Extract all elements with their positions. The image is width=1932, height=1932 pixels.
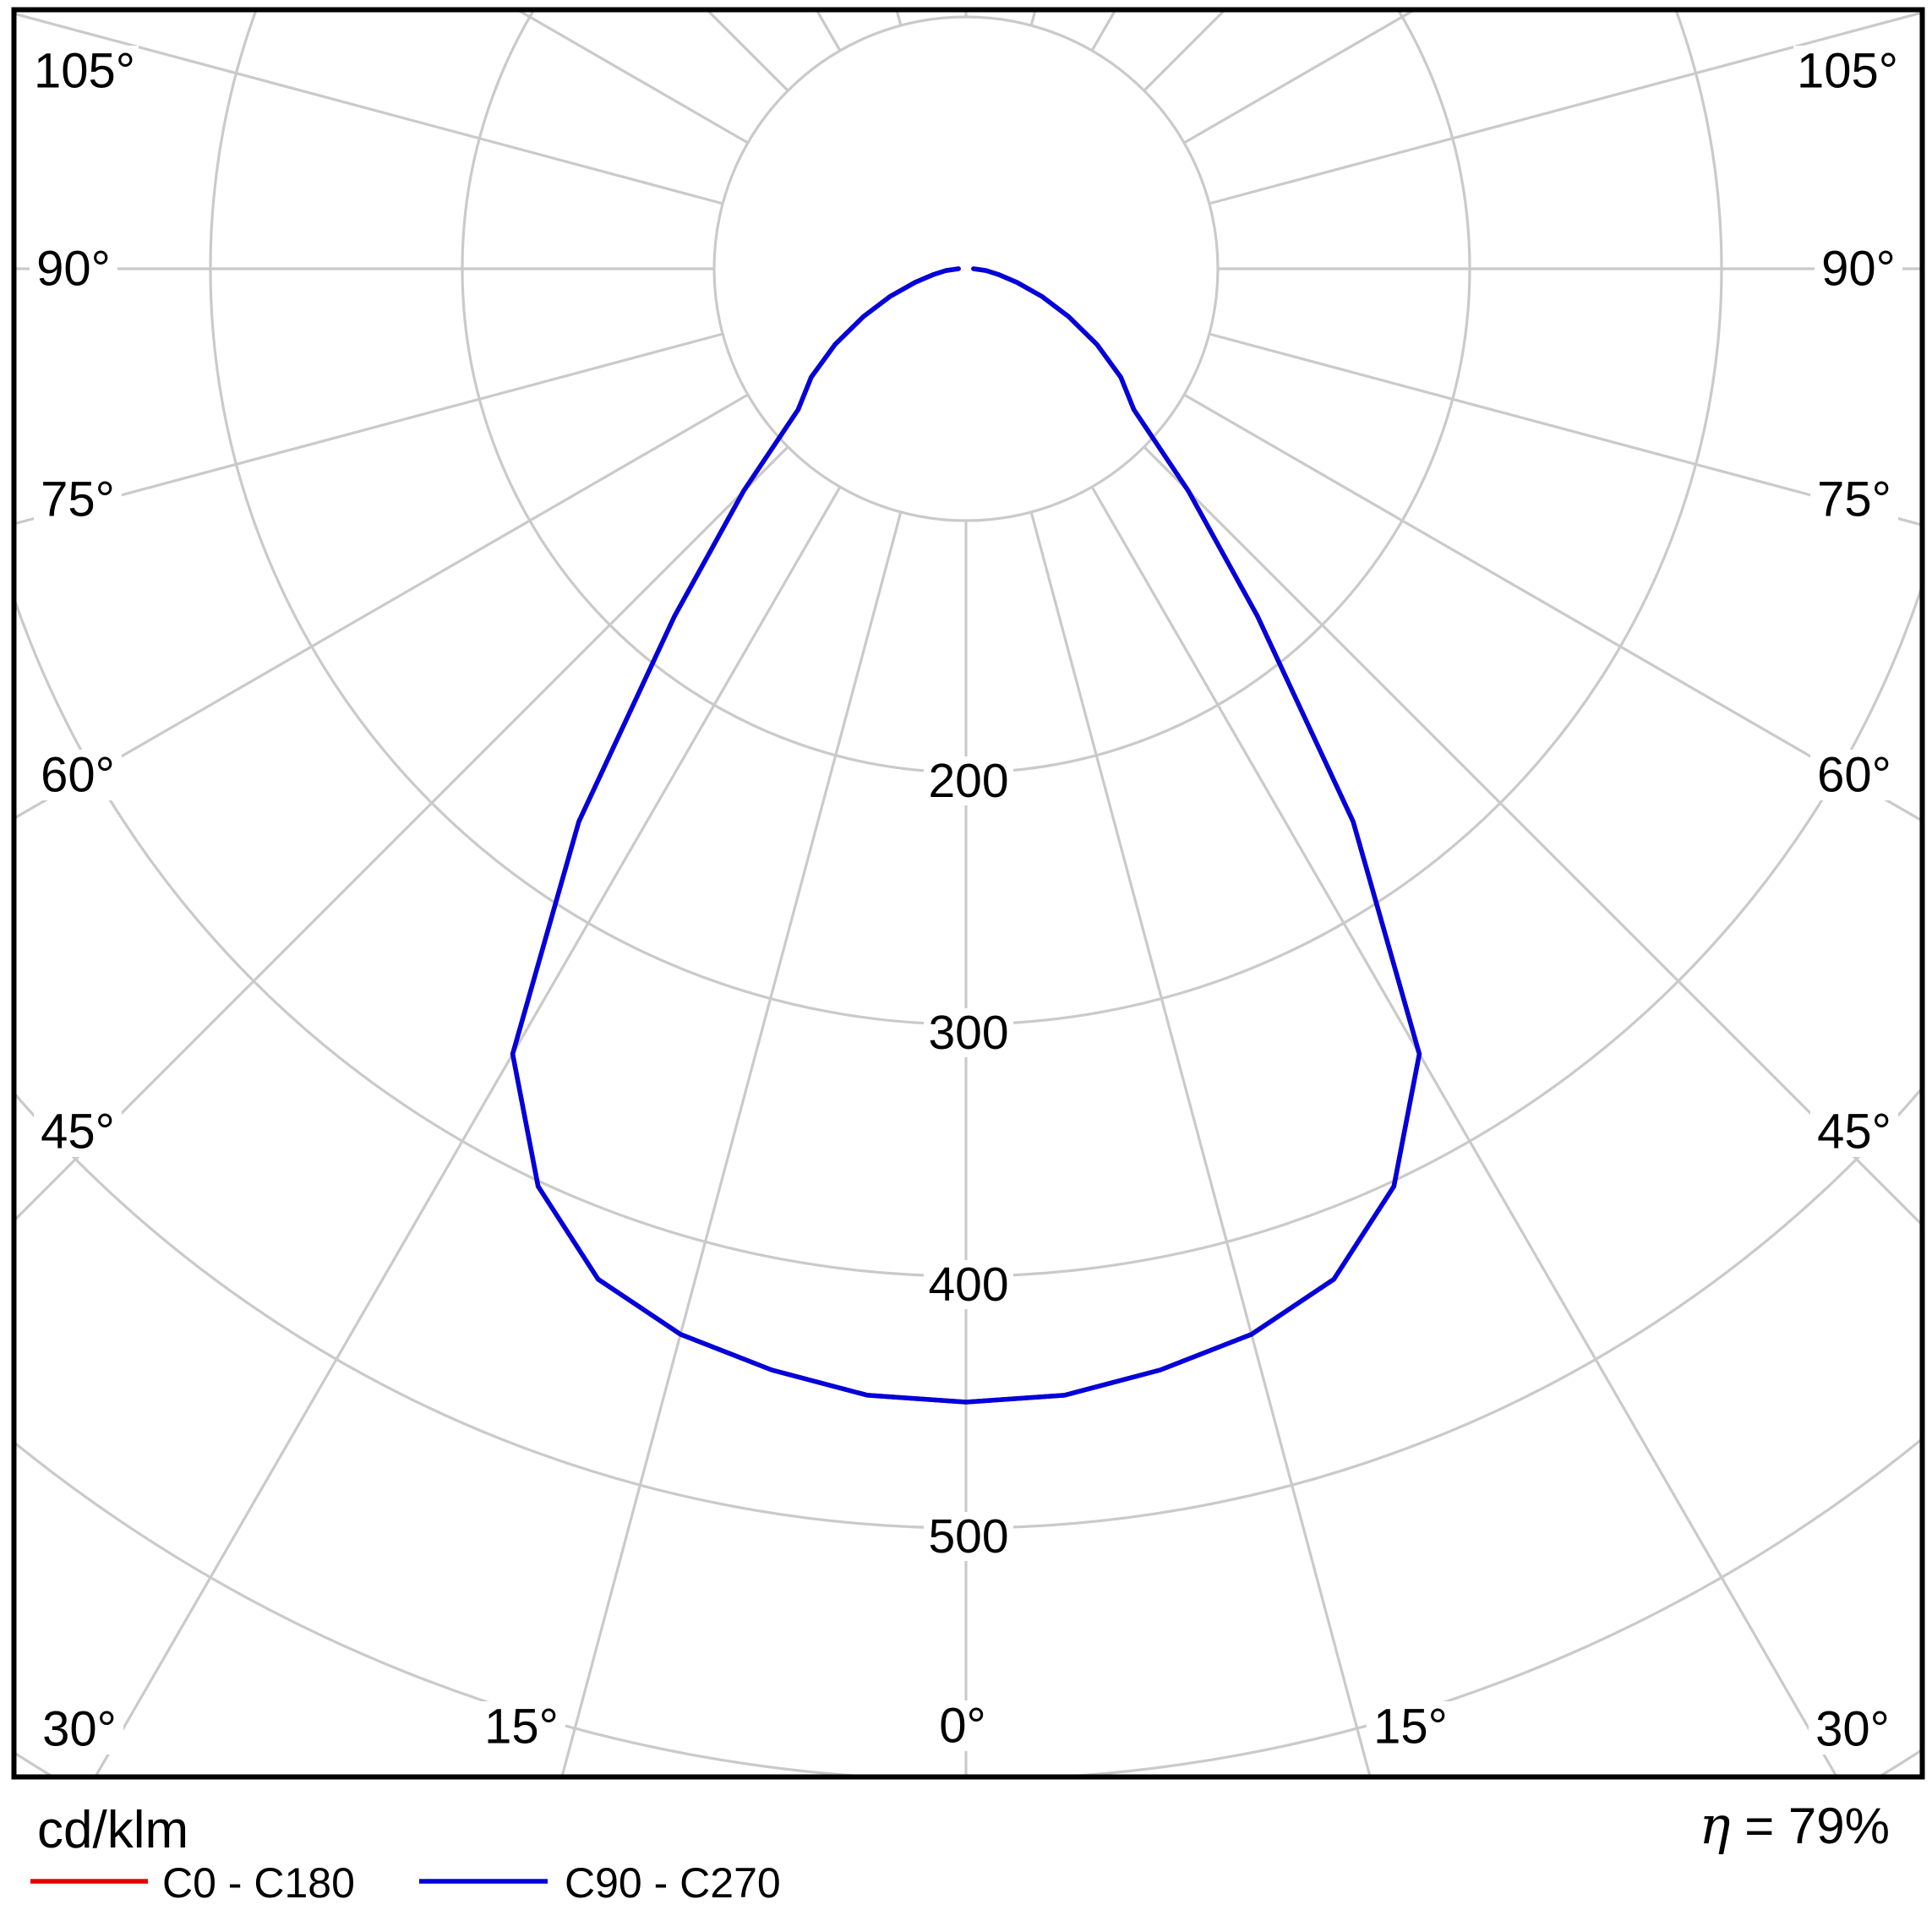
curve-c90-c270	[510, 266, 1422, 1405]
ring-label-box	[924, 1512, 1013, 1561]
angle-label-box	[30, 243, 117, 294]
angle-label: 90°	[1821, 242, 1896, 297]
radial-195deg	[895, 9, 903, 26]
radial-285deg	[14, 332, 723, 526]
radial-255deg	[14, 12, 723, 205]
angle-label-box	[1810, 750, 1898, 800]
legend-label-c0-c180: C0 - C180	[162, 1859, 355, 1907]
angle-label: 45°	[41, 1105, 115, 1160]
ring-label-box	[924, 1008, 1013, 1057]
angle-label: 15°	[1373, 1700, 1448, 1755]
angle-label: 90°	[36, 242, 111, 297]
ring-label-300: 300	[928, 1006, 1008, 1060]
angle-label-box	[34, 1106, 122, 1157]
angle-label: 45°	[1817, 1105, 1891, 1160]
angle-label-box	[1815, 243, 1902, 294]
angle-label-box	[34, 750, 122, 800]
angle-label-box	[1810, 1106, 1898, 1157]
angle-and-ring-labels: 105° 90° 75° 60° 45° 30° 15° 0° 15° 30° 45° 60° 75° 9…	[34, 44, 1898, 1757]
angle-label: 75°	[41, 472, 115, 527]
radial-315deg	[14, 445, 789, 1223]
radial-330deg	[93, 486, 842, 1777]
angle-label: 30°	[1815, 1702, 1890, 1757]
angle-label-box	[935, 1700, 991, 1751]
radial-105deg	[1209, 11, 1923, 205]
angle-label: 60°	[41, 748, 115, 803]
angle-label: 75°	[1817, 472, 1891, 527]
radial-45deg	[1143, 445, 1923, 1227]
radial-165deg	[1029, 9, 1037, 26]
radial-15deg	[1029, 511, 1372, 1777]
ring-label-200: 200	[928, 754, 1008, 808]
angle-label-box	[1793, 46, 1902, 96]
ring-label-box	[924, 756, 1013, 805]
radial-300deg	[14, 393, 749, 821]
ring-100	[712, 15, 1220, 522]
angle-label: 105°	[34, 44, 135, 99]
plot-frame	[11, 7, 1925, 1780]
angle-label: 105°	[1797, 44, 1898, 99]
angle-label-box	[35, 1704, 123, 1755]
angle-label-box	[1367, 1701, 1454, 1752]
efficiency-label: η = 79%	[1699, 1794, 1890, 1856]
legend-label-c90-c270: C90 - C270	[565, 1859, 781, 1907]
intensity-curves	[510, 266, 1422, 1405]
angle-label: 60°	[1817, 748, 1891, 803]
angle-label: 0°	[939, 1699, 985, 1754]
ring-label-400: 400	[928, 1258, 1008, 1312]
radial-30deg	[1090, 486, 1839, 1777]
ring-label-box	[924, 1260, 1013, 1309]
angle-label-box	[34, 474, 122, 525]
eta-value: = 79%	[1731, 1798, 1890, 1854]
radial-75deg	[1209, 332, 1923, 527]
angle-label-box	[1810, 474, 1898, 525]
label-backgrounds	[30, 46, 1902, 1755]
radial-60deg	[1183, 393, 1923, 823]
angle-label: 30°	[42, 1702, 117, 1757]
ring-label-500: 500	[928, 1509, 1008, 1564]
eta-symbol: η	[1699, 1794, 1730, 1856]
angle-label-box	[30, 46, 139, 96]
angle-label-box	[478, 1701, 565, 1752]
unit-label: cd/klm	[37, 1801, 188, 1859]
radial-345deg	[560, 511, 903, 1777]
angle-label: 15°	[484, 1700, 559, 1755]
angle-label-box	[1809, 1704, 1897, 1755]
